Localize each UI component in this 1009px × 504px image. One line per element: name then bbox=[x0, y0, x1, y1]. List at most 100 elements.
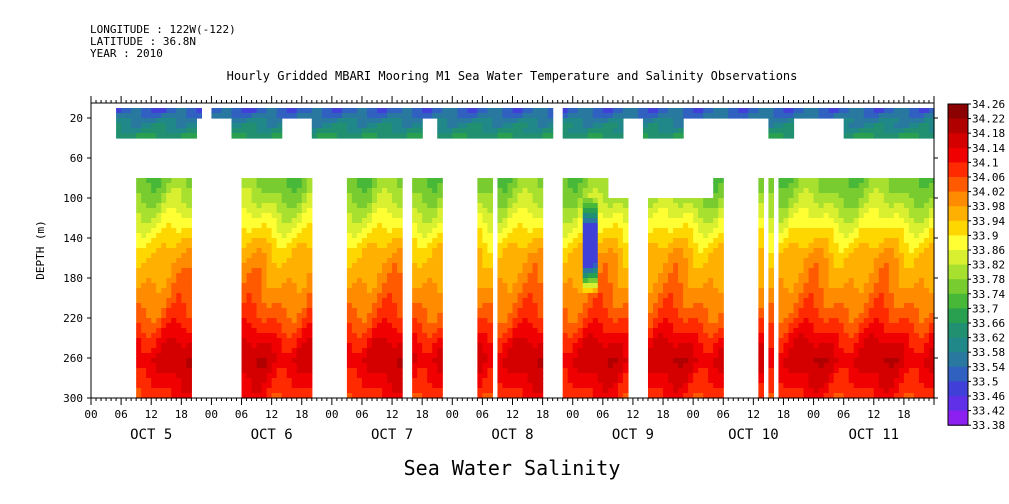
heatmap-cell bbox=[422, 208, 428, 214]
heatmap-cell bbox=[382, 233, 388, 239]
heatmap-cell bbox=[412, 338, 418, 344]
heatmap-cell bbox=[351, 303, 358, 309]
heatmap-cell bbox=[266, 233, 273, 239]
heatmap-cell bbox=[673, 318, 679, 324]
heatmap-cell bbox=[151, 348, 157, 354]
heatmap-cell bbox=[713, 213, 719, 219]
heatmap-cell bbox=[612, 243, 619, 249]
heatmap-cell bbox=[517, 313, 524, 319]
heatmap-cell bbox=[266, 278, 273, 284]
heatmap-cell bbox=[597, 278, 604, 284]
heatmap-cell bbox=[256, 348, 263, 354]
heatmap-cell bbox=[136, 183, 142, 189]
heatmap-cell bbox=[532, 243, 539, 249]
heatmap-cell bbox=[412, 203, 418, 209]
heatmap-cell bbox=[412, 208, 418, 214]
heatmap-cell bbox=[828, 198, 835, 204]
heatmap-cell bbox=[266, 268, 273, 274]
heatmap-cell bbox=[572, 358, 579, 364]
heatmap-cell bbox=[653, 228, 659, 234]
heatmap-cell bbox=[778, 203, 785, 209]
heatmap-cell bbox=[577, 208, 584, 214]
heatmap-cell bbox=[733, 108, 739, 114]
heatmap-cell bbox=[663, 208, 669, 214]
heatmap-cell bbox=[808, 278, 815, 284]
heatmap-cell bbox=[256, 343, 263, 349]
heatmap-cell bbox=[597, 233, 604, 239]
heatmap-cell bbox=[773, 118, 780, 124]
heatmap-cell bbox=[146, 248, 152, 254]
heatmap-cell bbox=[246, 348, 253, 354]
heatmap-cell bbox=[517, 318, 524, 324]
heatmap-cell bbox=[813, 378, 820, 384]
heatmap-cell bbox=[387, 238, 393, 244]
heatmap-cell bbox=[266, 178, 273, 184]
heatmap-cell bbox=[587, 183, 594, 189]
heatmap-cell bbox=[823, 358, 830, 364]
heatmap-cell bbox=[828, 313, 835, 319]
heatmap-cell bbox=[537, 108, 544, 114]
heatmap-cell bbox=[296, 193, 303, 199]
heatmap-cell bbox=[417, 318, 423, 324]
heatmap-cell bbox=[793, 278, 800, 284]
heatmap-cell bbox=[527, 243, 534, 249]
heatmap-cell bbox=[156, 248, 162, 254]
heatmap-cell bbox=[582, 223, 589, 229]
heatmap-cell bbox=[341, 128, 348, 134]
heatmap-cell bbox=[693, 278, 699, 284]
heatmap-cell bbox=[522, 183, 529, 189]
heatmap-cell bbox=[567, 383, 574, 389]
heatmap-cell bbox=[166, 273, 172, 279]
heatmap-cell bbox=[582, 358, 589, 364]
heatmap-cell bbox=[507, 178, 514, 184]
heatmap-cell bbox=[251, 223, 258, 229]
heatmap-cell bbox=[838, 368, 845, 374]
heatmap-cell bbox=[417, 313, 423, 319]
heatmap-cell bbox=[146, 238, 152, 244]
heatmap-cell bbox=[286, 273, 293, 279]
heatmap-cell bbox=[291, 248, 298, 254]
heatmap-cell bbox=[913, 113, 920, 119]
heatmap-cell bbox=[136, 178, 142, 184]
heatmap-cell bbox=[256, 288, 263, 294]
heatmap-cell bbox=[823, 243, 830, 249]
heatmap-cell bbox=[261, 308, 268, 314]
heatmap-cell bbox=[522, 353, 529, 359]
heatmap-cell bbox=[622, 333, 629, 339]
heatmap-cell bbox=[647, 113, 654, 119]
heatmap-cell bbox=[698, 263, 704, 269]
heatmap-cell bbox=[818, 238, 825, 244]
heatmap-cell bbox=[607, 133, 614, 139]
heatmap-cell bbox=[607, 228, 614, 234]
heatmap-cell bbox=[146, 263, 152, 269]
heatmap-cell bbox=[366, 188, 373, 194]
heatmap-cell bbox=[808, 208, 815, 214]
heatmap-cell bbox=[482, 378, 489, 384]
heatmap-cell bbox=[658, 388, 664, 394]
heatmap-cell bbox=[382, 373, 388, 379]
heatmap-cell bbox=[818, 263, 825, 269]
heatmap-cell bbox=[482, 268, 489, 274]
heatmap-cell bbox=[833, 343, 840, 349]
heatmap-cell bbox=[562, 293, 569, 299]
heatmap-cell bbox=[487, 338, 494, 344]
heatmap-cell bbox=[843, 258, 850, 264]
heatmap-cell bbox=[271, 123, 278, 129]
heatmap-cell bbox=[296, 108, 303, 114]
heatmap-cell bbox=[803, 248, 810, 254]
heatmap-cell bbox=[582, 333, 589, 339]
heatmap-cell bbox=[517, 208, 524, 214]
heatmap-cell bbox=[437, 263, 443, 269]
heatmap-cell bbox=[587, 243, 594, 249]
heatmap-cell bbox=[502, 373, 509, 379]
heatmap-cell bbox=[301, 198, 308, 204]
heatmap-cell bbox=[617, 293, 624, 299]
heatmap-cell bbox=[176, 213, 182, 219]
heatmap-cell bbox=[382, 378, 388, 384]
heatmap-cell bbox=[878, 118, 885, 124]
heatmap-cell bbox=[597, 383, 604, 389]
heatmap-cell bbox=[758, 328, 764, 334]
heatmap-cell bbox=[356, 383, 363, 389]
heatmap-cell bbox=[417, 243, 423, 249]
heatmap-cell bbox=[612, 113, 619, 119]
